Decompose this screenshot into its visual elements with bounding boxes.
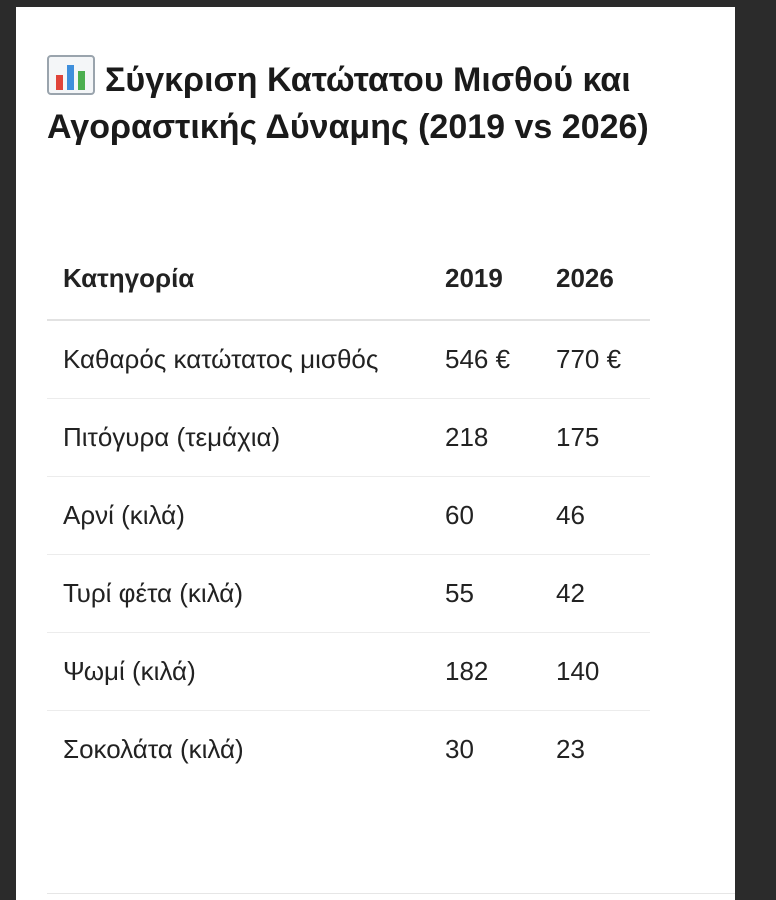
- table-row: Τυρί φέτα (κιλά) 55 42: [47, 554, 650, 633]
- column-header: 2019: [429, 240, 540, 321]
- table-cell: 23: [556, 734, 585, 764]
- table-row: Ψωμί (κιλά) 182 140: [47, 632, 650, 711]
- table-cell: Ψωμί (κιλά): [47, 632, 429, 711]
- article: Σύγκριση Κατώτατου Μισθού και Αγοραστική…: [16, 7, 735, 900]
- table-cell: 546 €: [429, 320, 540, 399]
- title: Σύγκριση Κατώτατου Μισθού και Αγοραστική…: [47, 55, 727, 151]
- table-cell: 46: [540, 476, 650, 555]
- chart-icon: [47, 55, 95, 95]
- table-cell: 770 €: [540, 320, 650, 399]
- table-cell: 140: [540, 632, 650, 711]
- table-cell: 60: [429, 476, 540, 555]
- table-row: Πιτόγυρα (τεμάχια) 218 175: [47, 398, 650, 477]
- table-cell: Αρνί (κιλά): [47, 476, 429, 555]
- table-row: Σοκολάτα (κιλά) 30 23: [47, 711, 650, 789]
- header-row: Κατηγορία 2019 2026: [47, 240, 650, 321]
- table-cell: 182: [429, 632, 540, 711]
- table-cell: 42: [540, 554, 650, 633]
- table-cell: 218: [429, 398, 540, 477]
- table-cell: Σοκολάτα (κιλά): [63, 734, 244, 764]
- table-row: Καθαρός κατώτατος μισθός 546 €770 €: [47, 320, 650, 399]
- title-text: Σύγκριση Κατώτατου Μισθού και Αγοραστική…: [47, 61, 649, 146]
- table-cell: 55: [429, 554, 540, 633]
- table-cell: Πιτόγυρα (τεμάχια): [47, 398, 429, 477]
- table-cell: Καθαρός κατώτατος μισθός: [47, 320, 429, 399]
- column-header: 2026: [540, 240, 650, 321]
- table-cell: Τυρί φέτα (κιλά): [47, 554, 429, 633]
- divider: [47, 893, 735, 894]
- table-cell: 175: [540, 398, 650, 477]
- table: Κατηγορία 2019 2026 Καθαρός κατώτατος μισθ…: [47, 240, 650, 788]
- column-header: Κατηγορία: [47, 240, 429, 321]
- table-cell: 30: [445, 734, 474, 764]
- table-row: Αρνί (κιλά) 60 46: [47, 476, 650, 555]
